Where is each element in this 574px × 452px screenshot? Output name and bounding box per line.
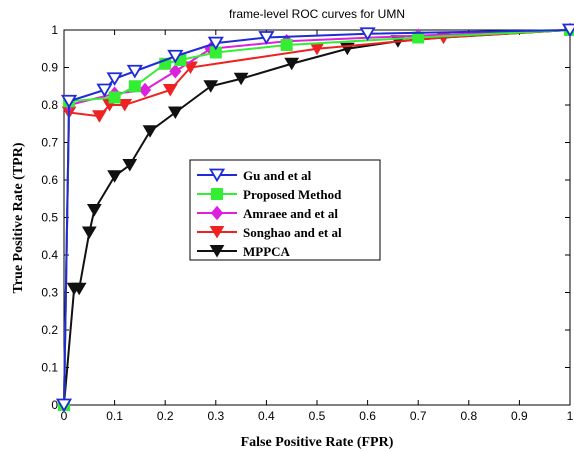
x-tick-label: 0.3 (207, 409, 224, 423)
x-tick-label: 0.5 (309, 409, 326, 423)
legend-marker (211, 188, 223, 200)
legend-marker (209, 245, 225, 258)
legend-entry: Gu and et al (197, 168, 312, 183)
x-tick-label: 0.1 (106, 409, 123, 423)
data-point (561, 23, 574, 38)
data-point (60, 94, 78, 109)
y-tick-label: 0.4 (41, 248, 58, 262)
legend-label: MPPCA (243, 244, 291, 259)
legend-entry: Amraee and et al (197, 205, 338, 221)
data-point (117, 99, 133, 112)
data-point (81, 226, 97, 239)
y-tick-label: 0.5 (41, 211, 58, 225)
y-tick-label: 0.6 (41, 173, 58, 187)
legend-entry: MPPCA (197, 244, 291, 259)
y-tick-label: 0 (51, 398, 58, 412)
series-line (63, 29, 571, 406)
data-point (162, 84, 178, 97)
axis-ticks: 0 0.1 0.2 0.3 0.4 0.5 0.6 0.7 0.8 0.9 1 0 0.1 0.2 0.3 0… (41, 23, 573, 423)
data-point (167, 106, 183, 119)
data-point (284, 57, 300, 71)
y-tick-label: 0.7 (41, 136, 58, 150)
data-point (107, 170, 122, 183)
data-point (126, 64, 143, 79)
series-line (63, 29, 571, 406)
legend-label: Songhao and et al (243, 225, 342, 240)
legend-marker (208, 168, 226, 183)
y-tick-label: 0.3 (41, 286, 58, 300)
y-tick-label: 0.1 (41, 361, 58, 375)
legend-label: Amraee and et al (243, 206, 338, 221)
y-axis-label: True Positive Rate (TPR) (11, 142, 26, 293)
data-point (159, 57, 172, 70)
y-tick-label: 0.9 (41, 61, 58, 75)
data-point (106, 72, 123, 87)
legend-label: Gu and et al (243, 168, 312, 183)
data-point (86, 204, 102, 217)
series-line (63, 29, 571, 406)
data-point (359, 27, 376, 42)
data-point (138, 82, 152, 98)
x-tick-label: 0.9 (511, 409, 528, 423)
legend-box (189, 159, 381, 261)
x-tick-label: 0 (61, 409, 68, 423)
data-point (142, 125, 158, 138)
legend-label: Proposed Method (243, 187, 342, 202)
data-point (233, 72, 249, 86)
data-point (55, 398, 73, 413)
x-axis-label: False Positive Rate (FPR) (241, 435, 394, 450)
x-tick-label: 0.8 (460, 409, 477, 423)
x-tick-label: 1 (567, 409, 574, 423)
legend-marker (210, 205, 224, 221)
y-tick-label: 0.8 (41, 98, 58, 112)
x-tick-label: 0.2 (157, 409, 174, 423)
y-tick-label: 0.2 (41, 323, 58, 337)
data-point (258, 31, 275, 45)
y-tick-label: 1 (51, 23, 58, 37)
legend-marker (209, 226, 225, 239)
series-layer (55, 22, 574, 413)
data-point (108, 91, 121, 104)
legend-entry: Songhao and et al (197, 225, 342, 240)
x-tick-label: 0.6 (359, 409, 376, 423)
series-gu-and-et-al (55, 23, 574, 413)
series-line (63, 29, 571, 406)
x-tick-label: 0.4 (258, 409, 275, 423)
data-point (167, 49, 184, 64)
data-point (96, 83, 113, 98)
data-point (203, 80, 219, 93)
data-point (128, 80, 141, 93)
data-point (92, 110, 107, 123)
legend: Gu and et al Proposed Method Amraee and et… (189, 159, 381, 261)
chart-title: frame-level ROC curves for UMN (229, 7, 405, 21)
data-point (169, 63, 182, 79)
data-point (71, 282, 87, 296)
x-tick-label: 0.7 (410, 409, 427, 423)
data-point (122, 159, 138, 172)
legend-entry: Proposed Method (197, 187, 342, 202)
data-point (207, 36, 224, 51)
data-point (280, 39, 293, 51)
